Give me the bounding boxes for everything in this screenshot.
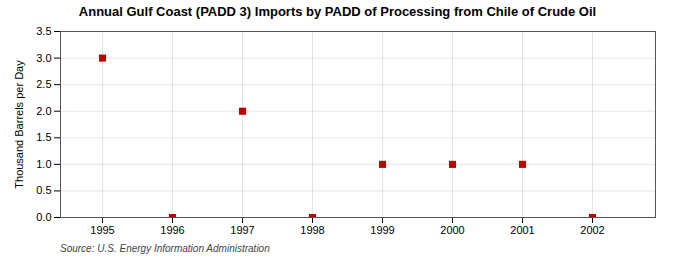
svg-text:Thousand Barrels per Day: Thousand Barrels per Day [13,60,25,189]
svg-text:1996: 1996 [160,224,184,236]
svg-text:2002: 2002 [580,224,604,236]
svg-text:0.5: 0.5 [36,184,51,196]
svg-text:1997: 1997 [230,224,254,236]
html-text:Source: U.S. Energy Informatio: Source: U.S. Energy Information Administ… [60,243,270,254]
svg-text:2.0: 2.0 [36,105,51,117]
html-text:Annual Gulf Coast (PADD 3) Imp: Annual Gulf Coast (PADD 3) Imports by PA… [78,4,597,19]
svg-text:0.0: 0.0 [36,211,51,223]
svg-text:1.0: 1.0 [36,158,51,170]
svg-text:2001: 2001 [510,224,534,236]
svg-text:1999: 1999 [370,224,394,236]
svg-text:3.0: 3.0 [36,52,51,64]
svg-text:1998: 1998 [300,224,324,236]
svg-text:1.5: 1.5 [36,131,51,143]
svg-text:2.5: 2.5 [36,78,51,90]
svg-text:2000: 2000 [440,224,464,236]
svg-text:1995: 1995 [90,224,114,236]
svg-text:3.5: 3.5 [36,25,51,37]
